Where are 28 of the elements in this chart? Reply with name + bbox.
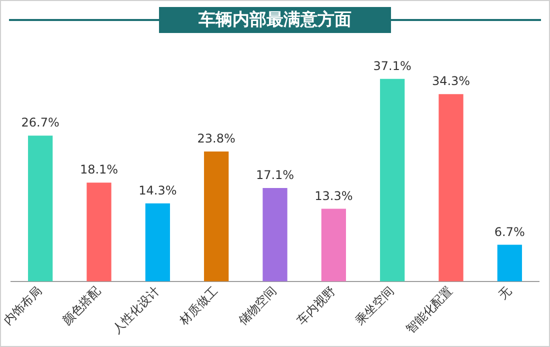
x-tick-label: 内饰布局 [0,284,45,328]
data-label: 17.1% [256,168,294,182]
x-tick-label: 车内视野 [294,284,338,328]
bar [262,188,288,282]
bar [497,244,522,282]
x-tick-label: 智能化配置 [403,284,456,336]
bar [380,78,405,282]
x-tick-label: 颜色搭配 [59,284,104,328]
data-label: 26.7% [21,116,60,130]
bar [28,136,53,282]
x-tick-label: 无 [496,284,514,302]
x-tick-label: 储物空间 [235,284,280,328]
data-label: 34.3% [432,74,470,88]
bar [86,182,112,282]
bar [321,208,346,282]
data-label: 13.3% [314,188,353,203]
data-label: 18.1% [80,162,118,177]
data-label: 23.8% [197,132,236,146]
bar [145,203,170,282]
x-tick-label: 乘坐空间 [352,284,397,328]
chart-title: 车辆内部最满意方面 [159,7,391,33]
data-label: 37.1% [373,58,412,73]
data-label: 6.7% [494,224,525,239]
x-tick-label: 人性化设计 [110,284,162,336]
data-label: 14.3% [138,183,177,198]
bar [438,94,464,282]
bar [204,151,229,282]
x-tick-label: 材质做工 [176,284,221,328]
